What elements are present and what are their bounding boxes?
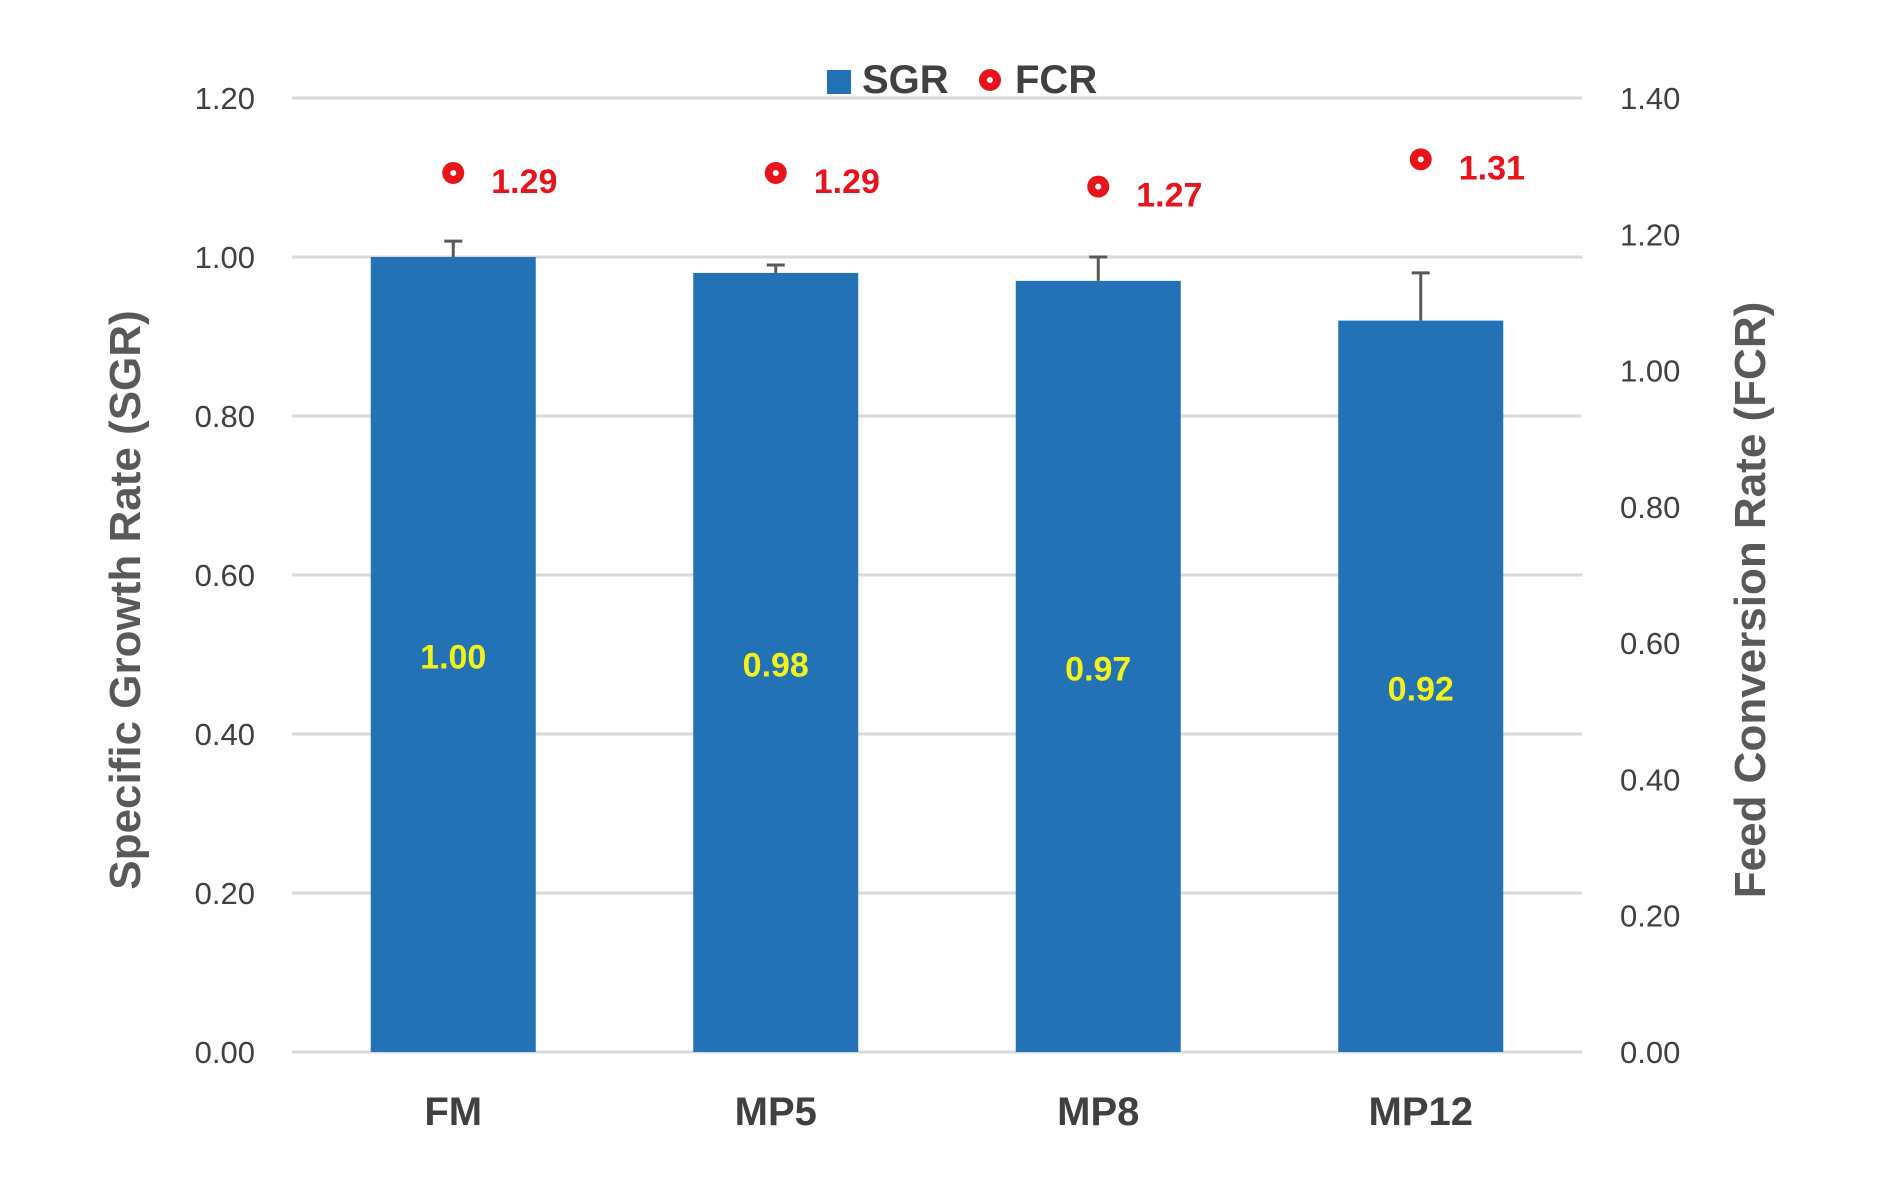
category-label-fm: FM [424, 1090, 482, 1134]
y2-axis-title: Feed Conversion Rate (FCR) [1726, 302, 1775, 899]
y-tick-label: 0.20 [195, 876, 255, 911]
y-axis-title: Specific Growth Rate (SGR) [101, 310, 150, 889]
fcr-label-mp12: 1.31 [1459, 149, 1525, 187]
right-axis-ticks: 0.00 0.20 0.40 0.60 0.80 1.00 1.20 1.40 [1620, 81, 1680, 1070]
legend-fcr-marker-center [987, 77, 993, 83]
y2-tick-label: 0.80 [1620, 490, 1680, 525]
legend-sgr-label: SGR [862, 58, 949, 102]
y-tick-label: 1.00 [195, 240, 255, 275]
y-tick-label: 0.00 [195, 1035, 255, 1070]
fcr-data-labels: 1.29 1.29 1.27 1.31 [491, 149, 1525, 214]
legend: SGR FCR [827, 58, 1097, 102]
y2-tick-label: 0.00 [1620, 1035, 1680, 1070]
category-label-mp8: MP8 [1057, 1090, 1139, 1134]
bar-label-mp5: 0.98 [743, 646, 809, 684]
fcr-points [442, 148, 1432, 198]
fcr-label-fm: 1.29 [491, 163, 557, 201]
y2-tick-label: 1.20 [1620, 217, 1680, 252]
fcr-point-center-mp12 [1417, 156, 1424, 163]
y2-tick-label: 1.00 [1620, 354, 1680, 389]
bar-mp8 [1015, 280, 1181, 1053]
y-tick-label: 1.20 [195, 81, 255, 116]
fcr-point-center-mp5 [772, 169, 779, 176]
y2-tick-label: 0.60 [1620, 626, 1680, 661]
category-labels: FM MP5 MP8 MP12 [424, 1090, 1473, 1134]
bar-mp12 [1338, 320, 1504, 1053]
sgr-bars [370, 257, 1504, 1053]
bar-label-mp12: 0.92 [1388, 670, 1454, 708]
category-label-mp12: MP12 [1369, 1090, 1474, 1134]
y-tick-label: 0.40 [195, 717, 255, 752]
bar-label-fm: 1.00 [420, 639, 486, 677]
sgr-error-bars [444, 239, 1430, 321]
sgr-data-labels: 1.00 0.98 0.97 0.92 [420, 639, 1454, 709]
bar-mp5 [693, 272, 859, 1052]
y2-tick-label: 0.40 [1620, 762, 1680, 797]
legend-fcr-label: FCR [1015, 58, 1097, 102]
y-tick-label: 0.80 [195, 399, 255, 434]
category-label-mp5: MP5 [735, 1090, 817, 1134]
bar-label-mp8: 0.97 [1065, 650, 1131, 688]
left-axis-ticks: 0.00 0.20 0.40 0.60 0.80 1.00 1.20 [195, 81, 255, 1070]
bar-fm [370, 257, 536, 1052]
fcr-point-center-fm [450, 169, 457, 176]
fcr-point-center-mp8 [1095, 183, 1102, 190]
fcr-label-mp8: 1.27 [1136, 177, 1202, 215]
fcr-label-mp5: 1.29 [814, 163, 880, 201]
y2-tick-label: 0.20 [1620, 899, 1680, 934]
y-tick-label: 0.60 [195, 558, 255, 593]
y2-tick-label: 1.40 [1620, 81, 1680, 116]
legend-sgr-swatch [827, 70, 851, 94]
